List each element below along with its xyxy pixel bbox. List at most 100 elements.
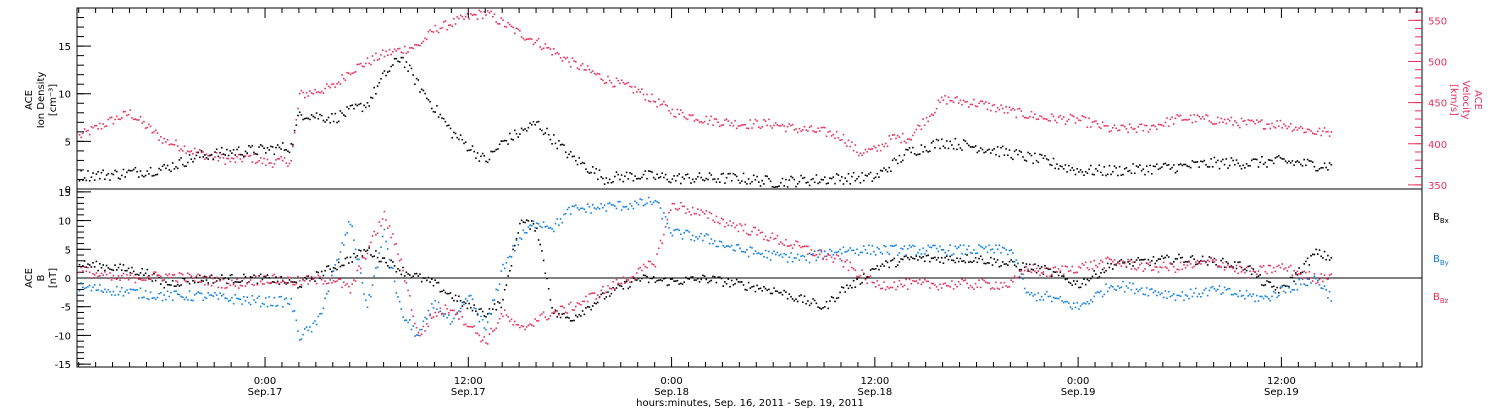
data-point <box>309 326 311 328</box>
data-point <box>509 132 511 135</box>
data-point <box>100 290 103 292</box>
data-point <box>88 271 91 274</box>
data-point <box>1164 121 1167 124</box>
data-point <box>1100 171 1102 174</box>
data-point <box>1274 292 1277 294</box>
data-point <box>1305 271 1307 274</box>
data-point <box>615 77 618 80</box>
data-point <box>834 137 836 140</box>
data-point <box>292 143 294 146</box>
data-point <box>1100 272 1102 274</box>
data-point <box>1208 120 1211 122</box>
data-point <box>173 290 176 293</box>
data-point <box>886 251 889 254</box>
data-point <box>392 267 394 269</box>
data-point <box>556 51 558 54</box>
data-point <box>1147 131 1150 133</box>
data-point <box>1240 295 1243 297</box>
data-point <box>1001 246 1004 249</box>
data-point <box>498 302 501 304</box>
data-point <box>729 246 731 248</box>
data-point <box>783 289 785 292</box>
data-point <box>739 182 741 184</box>
data-point <box>1127 287 1129 289</box>
data-point <box>1213 123 1216 125</box>
data-point <box>873 145 875 148</box>
data-point <box>378 58 381 60</box>
data-point <box>78 134 81 136</box>
data-point <box>1083 174 1085 176</box>
data-point <box>961 260 963 262</box>
data-point <box>271 166 274 168</box>
b-tick-label: -15 <box>55 360 71 371</box>
data-point <box>1198 115 1200 118</box>
data-point <box>1169 295 1172 298</box>
data-point <box>525 130 528 132</box>
data-point <box>1095 264 1097 267</box>
data-point <box>424 316 426 319</box>
data-point <box>935 107 938 110</box>
data-point <box>781 293 784 296</box>
data-point <box>561 221 564 224</box>
data-point <box>388 225 391 227</box>
data-point <box>851 286 853 289</box>
data-point <box>1152 269 1155 271</box>
data-point <box>891 134 894 136</box>
data-point <box>1266 123 1268 125</box>
data-point <box>178 272 181 274</box>
data-point <box>949 286 951 288</box>
data-point <box>410 309 413 311</box>
data-point <box>1274 127 1277 129</box>
data-point <box>239 158 242 160</box>
data-point <box>910 139 912 141</box>
data-point <box>922 256 924 258</box>
data-point <box>1218 167 1221 170</box>
data-point <box>874 286 877 288</box>
data-point <box>578 313 580 316</box>
data-point <box>1203 260 1206 262</box>
data-point <box>798 259 801 261</box>
data-point <box>642 173 645 176</box>
data-point <box>602 79 604 82</box>
data-point <box>117 294 120 296</box>
data-point <box>729 172 731 175</box>
data-point <box>1120 265 1123 267</box>
data-point <box>898 154 901 157</box>
data-point <box>639 91 641 93</box>
data-point <box>983 279 985 282</box>
data-point <box>575 204 577 207</box>
data-point <box>1128 263 1131 265</box>
data-point <box>1208 256 1211 258</box>
data-point <box>1040 115 1043 118</box>
data-point <box>659 239 662 242</box>
data-point <box>773 287 775 289</box>
data-point <box>319 92 321 94</box>
data-point <box>768 239 770 242</box>
data-point <box>744 251 746 254</box>
data-point <box>278 283 281 285</box>
data-point <box>397 253 399 256</box>
data-point <box>417 79 420 81</box>
data-point <box>156 274 159 276</box>
data-point <box>1100 290 1102 292</box>
data-point <box>1318 278 1321 281</box>
data-point <box>1144 173 1146 176</box>
data-point <box>979 100 982 102</box>
data-point <box>700 176 702 179</box>
data-point <box>475 332 477 334</box>
data-point <box>1167 269 1170 272</box>
data-point <box>1012 281 1014 283</box>
data-point <box>763 238 765 241</box>
data-point <box>387 248 389 250</box>
data-point <box>542 47 545 50</box>
data-point <box>1090 126 1092 128</box>
data-point <box>607 75 609 78</box>
data-point <box>1179 261 1182 264</box>
data-point <box>920 144 923 146</box>
data-point <box>497 148 499 150</box>
data-point <box>395 270 398 273</box>
data-point <box>964 253 967 255</box>
data-point <box>879 251 882 254</box>
data-point <box>405 52 408 55</box>
